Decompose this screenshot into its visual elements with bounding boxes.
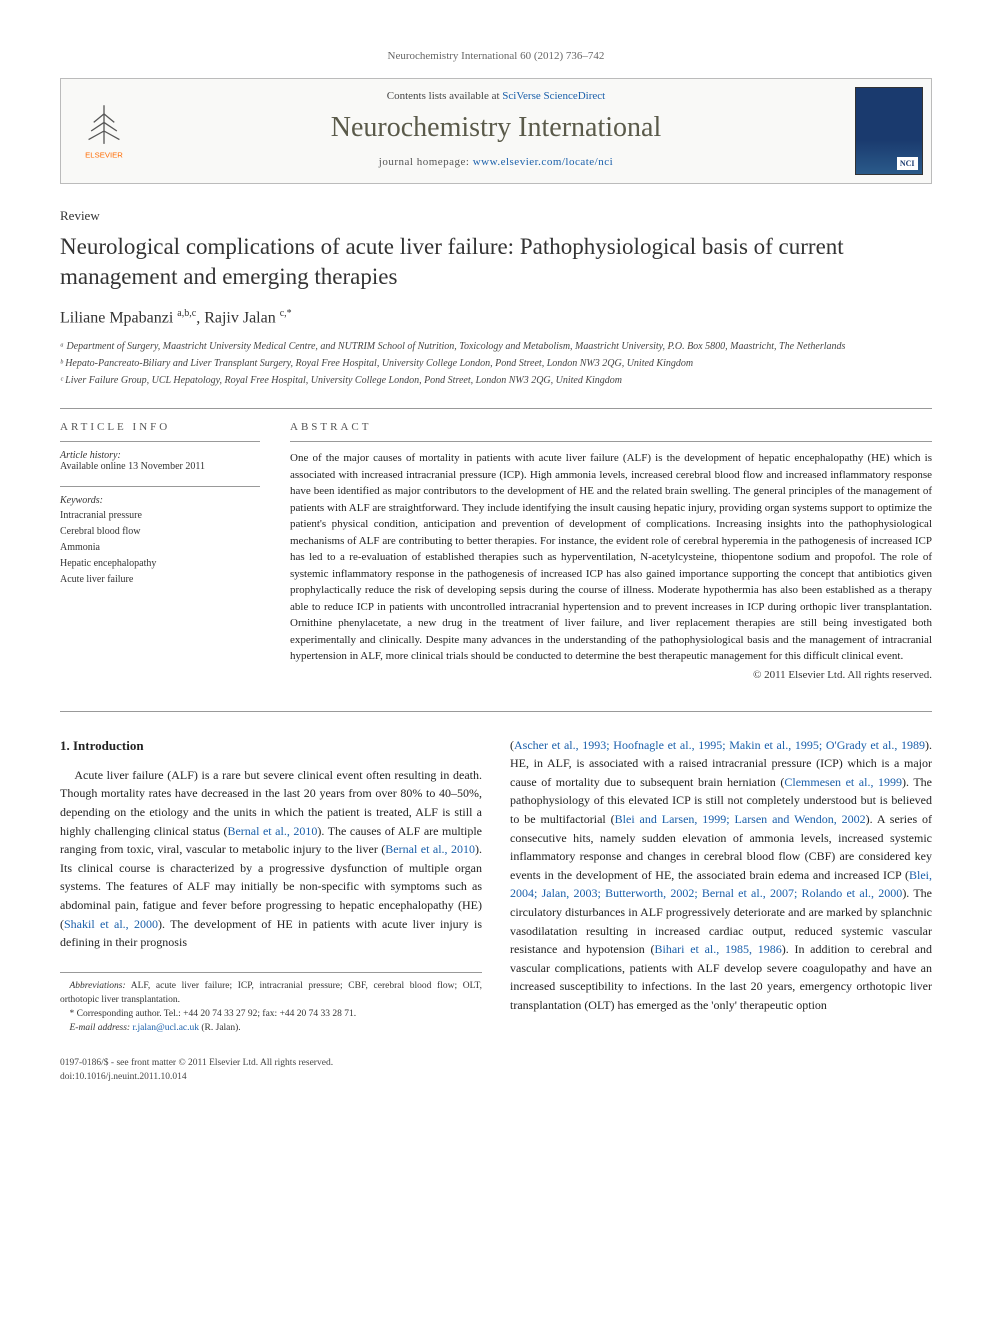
citation[interactable]: Bernal et al., 2010 bbox=[385, 842, 475, 856]
footer-copyright-line: 0197-0186/$ - see front matter © 2011 El… bbox=[60, 1056, 482, 1070]
rule bbox=[60, 711, 932, 712]
abstract-header: ABSTRACT bbox=[290, 421, 932, 433]
journal-name: Neurochemistry International bbox=[156, 112, 836, 144]
keyword-item: Intracranial pressure bbox=[60, 508, 260, 524]
article-type-label: Review bbox=[60, 208, 932, 224]
keyword-item: Ammonia bbox=[60, 540, 260, 556]
page-footer: 0197-0186/$ - see front matter © 2011 El… bbox=[60, 1056, 482, 1085]
body-paragraph: Acute liver failure (ALF) is a rare but … bbox=[60, 766, 482, 952]
keywords-label: Keywords: bbox=[60, 495, 260, 506]
citation[interactable]: Bihari et al., 1985, 1986 bbox=[654, 942, 781, 956]
authors: Liliane Mpabanzi a,b,c, Rajiv Jalan c,* bbox=[60, 308, 932, 327]
abstract-copyright: © 2011 Elsevier Ltd. All rights reserved… bbox=[290, 669, 932, 681]
abstract-panel: ABSTRACT One of the major causes of mort… bbox=[290, 421, 932, 681]
elsevier-logo-icon: ELSEVIER bbox=[74, 101, 134, 161]
journal-cover-cell bbox=[846, 79, 931, 183]
body-paragraph: (Ascher et al., 1993; Hoofnagle et al., … bbox=[510, 736, 932, 1015]
citation[interactable]: Bernal et al., 2010 bbox=[227, 824, 317, 838]
article-history-label: Article history: bbox=[60, 450, 260, 461]
keyword-item: Cerebral blood flow bbox=[60, 524, 260, 540]
keyword-item: Acute liver failure bbox=[60, 572, 260, 588]
abbreviations-footnote: Abbreviations: ALF, acute liver failure;… bbox=[60, 979, 482, 1008]
journal-banner: ELSEVIER Contents lists available at Sci… bbox=[60, 78, 932, 184]
affiliations: ᵃ Department of Surgery, Maastricht Univ… bbox=[60, 339, 932, 388]
publisher-logo-cell: ELSEVIER bbox=[61, 79, 146, 183]
page-header-reference: Neurochemistry International 60 (2012) 7… bbox=[60, 50, 932, 62]
affiliation-line: ᵃ Department of Surgery, Maastricht Univ… bbox=[60, 339, 932, 354]
keywords-list: Intracranial pressureCerebral blood flow… bbox=[60, 508, 260, 588]
journal-cover-image bbox=[855, 87, 923, 175]
affiliation-line: ᵇ Hepato-Pancreato-Biliary and Liver Tra… bbox=[60, 356, 932, 371]
email-link[interactable]: r.jalan@ucl.ac.uk bbox=[132, 1023, 199, 1033]
sciencedirect-link[interactable]: SciVerse ScienceDirect bbox=[502, 90, 605, 102]
affiliation-line: ᶜ Liver Failure Group, UCL Hepatology, R… bbox=[60, 373, 932, 388]
citation[interactable]: Blei, 2004; Jalan, 2003; Butterworth, 20… bbox=[510, 868, 932, 901]
keyword-item: Hepatic encephalopathy bbox=[60, 556, 260, 572]
svg-text:ELSEVIER: ELSEVIER bbox=[85, 151, 123, 160]
contents-available-line: Contents lists available at SciVerse Sci… bbox=[156, 90, 836, 102]
footer-doi-line: doi:10.1016/j.neuint.2011.10.014 bbox=[60, 1070, 482, 1084]
column-left: 1. Introduction Acute liver failure (ALF… bbox=[60, 736, 482, 1085]
article-title: Neurological complications of acute live… bbox=[60, 232, 932, 292]
journal-homepage-line: journal homepage: www.elsevier.com/locat… bbox=[156, 156, 836, 168]
corresponding-author-footnote: * Corresponding author. Tel.: +44 20 74 … bbox=[60, 1007, 482, 1021]
rule bbox=[60, 408, 932, 409]
body-columns: 1. Introduction Acute liver failure (ALF… bbox=[60, 736, 932, 1085]
citation[interactable]: Blei and Larsen, 1999; Larsen and Wendon… bbox=[615, 812, 866, 826]
footnotes: Abbreviations: ALF, acute liver failure;… bbox=[60, 972, 482, 1036]
abstract-text: One of the major causes of mortality in … bbox=[290, 450, 932, 665]
citation[interactable]: Clemmesen et al., 1999 bbox=[784, 775, 902, 789]
citation[interactable]: Shakil et al., 2000 bbox=[64, 917, 158, 931]
section-heading: 1. Introduction bbox=[60, 736, 482, 756]
email-footnote: E-mail address: r.jalan@ucl.ac.uk (R. Ja… bbox=[60, 1021, 482, 1035]
article-history-text: Available online 13 November 2011 bbox=[60, 461, 260, 472]
article-info-panel: ARTICLE INFO Article history: Available … bbox=[60, 421, 260, 681]
journal-homepage-link[interactable]: www.elsevier.com/locate/nci bbox=[473, 156, 613, 168]
article-info-header: ARTICLE INFO bbox=[60, 421, 260, 433]
citation[interactable]: Ascher et al., 1993; Hoofnagle et al., 1… bbox=[514, 738, 925, 752]
column-right: (Ascher et al., 1993; Hoofnagle et al., … bbox=[510, 736, 932, 1085]
